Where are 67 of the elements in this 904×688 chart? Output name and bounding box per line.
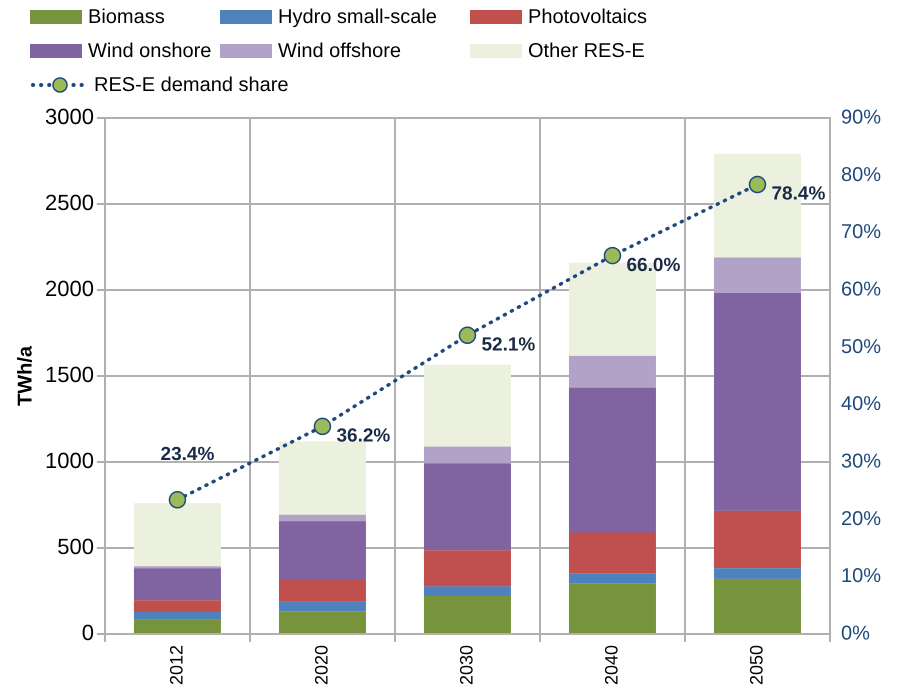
y2-tick-label: 10% [840, 565, 882, 588]
y2-tick-label: 50% [840, 336, 882, 358]
point [314, 418, 332, 436]
y2-tick-label: 40% [840, 393, 882, 416]
y2-tick-label: 20% [840, 508, 882, 530]
y2-tick-label: 90% [840, 106, 882, 129]
x-tick-label: 2050 [746, 644, 766, 686]
data-label: 52.1% [481, 334, 536, 356]
bar [134, 600, 221, 612]
legend-label: RES-E demand share [94, 74, 289, 96]
y2-tick-label: 60% [840, 278, 882, 300]
bar [134, 612, 221, 620]
x-tick-label: 2012 [166, 644, 186, 686]
data-label: 66.0% [626, 254, 680, 276]
bar [714, 568, 801, 579]
y-tick-label: 1000 [44, 448, 94, 474]
bar [568, 573, 656, 584]
bar [278, 611, 366, 633]
y2-tick-label: 80% [840, 164, 882, 186]
bar [134, 620, 221, 633]
bar [424, 463, 511, 550]
y-tick-label: 500 [57, 534, 94, 560]
bar [134, 568, 221, 600]
x-tick-label: 2030 [456, 644, 476, 686]
y2-tick-label: 30% [840, 450, 882, 472]
bar [424, 364, 511, 447]
bar [714, 510, 801, 568]
y2-tick-label: 0% [840, 622, 870, 644]
bar [424, 586, 511, 596]
bar [714, 257, 801, 293]
bar [278, 602, 366, 612]
bar [568, 388, 656, 532]
bar [278, 514, 366, 522]
y2-tick-label: 70% [840, 221, 882, 244]
y-tick-label: 3000 [44, 104, 94, 130]
y-tick-label: 1500 [44, 362, 94, 388]
bar [714, 292, 801, 511]
bar [278, 521, 366, 580]
legend-label: Wind offshore [278, 40, 402, 62]
y-axis-title: TWh/a [14, 345, 37, 406]
bar [568, 583, 656, 633]
legend-label: Wind onshore [88, 40, 212, 62]
bar [424, 550, 511, 586]
data-label: 78.4% [771, 184, 826, 205]
legend-label: Biomass [88, 6, 165, 28]
y-tick-label: 0 [82, 620, 94, 646]
x-tick-label: 2040 [601, 644, 622, 686]
bar [134, 503, 221, 566]
data-label: 23.4% [160, 444, 214, 466]
bar [568, 356, 656, 388]
bar [714, 578, 801, 633]
point [168, 491, 186, 509]
legend-label: Other RES-E [528, 40, 645, 62]
x-tick-label: 2020 [311, 644, 332, 686]
bar [278, 441, 366, 515]
point [748, 176, 766, 194]
y-tick-label: 2500 [44, 190, 94, 216]
bar [424, 446, 511, 464]
legend-label: Hydro small-scale [278, 6, 437, 28]
data-label: 36.2% [336, 426, 390, 447]
point [604, 246, 622, 264]
legend-label: Photovoltaics [528, 6, 647, 28]
bar [278, 580, 366, 602]
point [458, 326, 476, 344]
y-tick-label: 2000 [44, 276, 94, 302]
bar [568, 532, 656, 574]
bar [424, 596, 511, 633]
